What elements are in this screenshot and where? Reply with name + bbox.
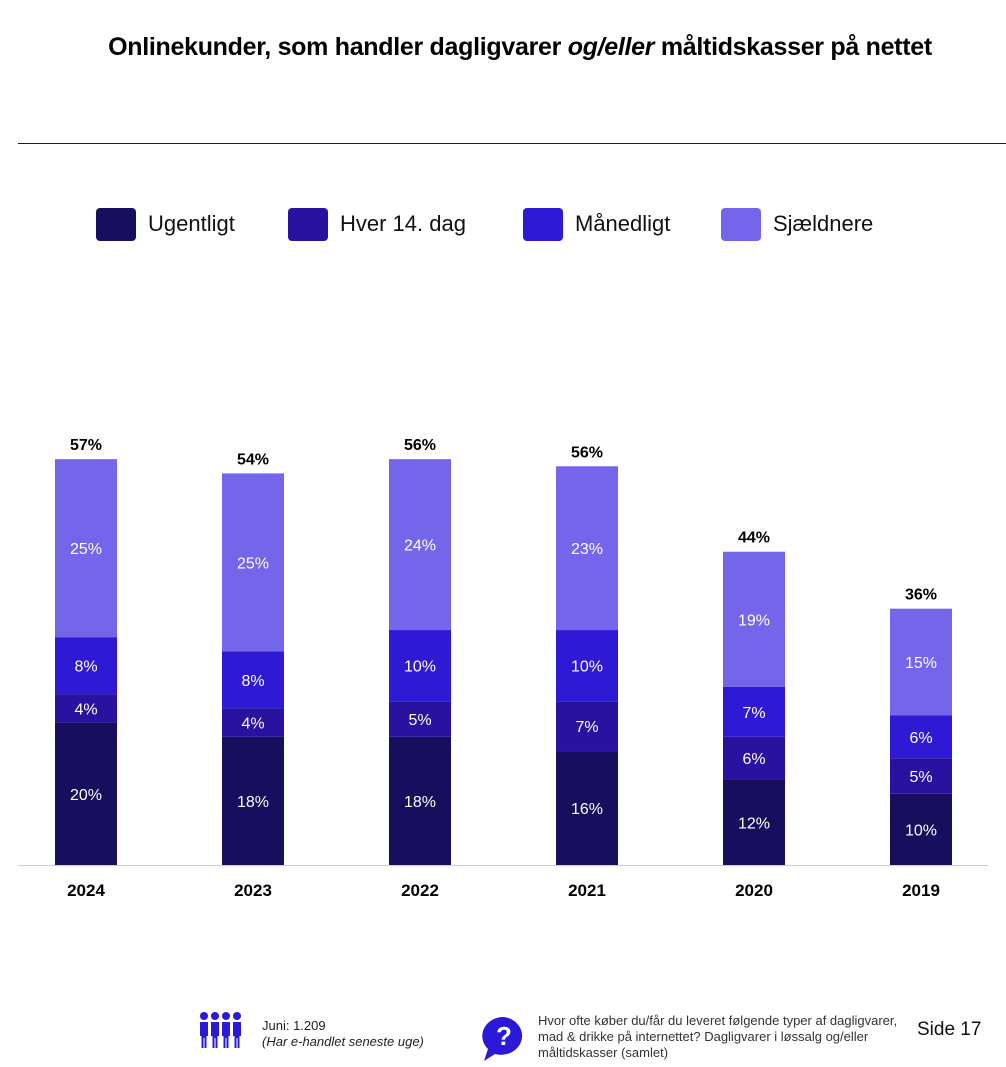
bar-segment-2023-s1 xyxy=(222,708,284,737)
data-label-2019-s1: 5% xyxy=(909,769,932,786)
data-label-2022-s2: 10% xyxy=(404,659,436,676)
total-label-2023: 54% xyxy=(237,451,269,468)
title-italic: og/eller xyxy=(567,33,655,61)
bar-segment-2019-s0 xyxy=(890,793,952,865)
data-label-2020-s2: 7% xyxy=(742,705,765,722)
bar-segment-2021-s1 xyxy=(556,701,618,752)
bar-segment-2020-s1 xyxy=(723,736,785,780)
x-tick-label-2020: 2020 xyxy=(735,881,773,900)
total-label-2021: 56% xyxy=(571,444,603,461)
bar-segment-2023-s3 xyxy=(222,473,284,652)
data-label-2020-s0: 12% xyxy=(738,815,770,832)
sample-info: Juni: 1.209 (Har e-handlet seneste uge) xyxy=(262,1018,424,1050)
legend-swatch-ugentligt xyxy=(96,207,136,241)
x-tick-label-2022: 2022 xyxy=(401,881,439,900)
legend-item-sjaeldnere: Sjældnere xyxy=(721,206,873,242)
sample-description: (Har e-handlet seneste uge) xyxy=(262,1034,424,1049)
data-label-2020-s3: 19% xyxy=(738,612,770,629)
bar-segment-2023-s0 xyxy=(222,736,284,865)
legend-label-sjaeldnere: Sjældnere xyxy=(773,211,874,236)
chart-title: Onlinekunder, som handler dagligvarer og… xyxy=(40,32,1000,62)
data-label-2019-s0: 10% xyxy=(905,822,937,839)
bar-segment-2022-s3 xyxy=(389,459,451,631)
data-label-2019-s3: 15% xyxy=(905,655,937,672)
bar-segment-2024-s3 xyxy=(55,459,117,638)
data-label-2021-s2: 10% xyxy=(571,659,603,676)
total-label-2020: 44% xyxy=(738,530,770,547)
data-label-2023-s1: 4% xyxy=(241,716,264,733)
bar-segment-2024-s1 xyxy=(55,694,117,723)
legend-label-hver-14-dag: Hver 14. dag xyxy=(340,211,466,236)
x-tick-label-2023: 2023 xyxy=(234,881,272,900)
bar-segment-2022-s0 xyxy=(389,736,451,865)
bar-segment-2024-s2 xyxy=(55,637,117,695)
data-label-2022-s1: 5% xyxy=(408,712,431,729)
legend-item-maanedligt: Månedligt xyxy=(523,206,670,242)
bar-segment-2021-s2 xyxy=(556,630,618,702)
total-label-2019: 36% xyxy=(905,587,937,604)
people-icon xyxy=(200,1012,241,1048)
data-label-2023-s3: 25% xyxy=(237,555,269,572)
legend-swatch-sjaeldnere xyxy=(721,207,761,241)
bar-segment-2022-s1 xyxy=(389,701,451,737)
data-label-2024-s3: 25% xyxy=(70,541,102,558)
data-label-2021-s0: 16% xyxy=(571,801,603,818)
title-part-1: Onlinekunder, som handler dagligvarer xyxy=(108,33,568,61)
title-part-3: måltidskasser på nettet xyxy=(654,33,932,61)
data-label-2024-s1: 4% xyxy=(74,701,97,718)
bar-segment-2019-s2 xyxy=(890,715,952,759)
x-tick-label-2021: 2021 xyxy=(568,881,606,900)
data-label-2022-s0: 18% xyxy=(404,794,436,811)
bar-segment-2021-s0 xyxy=(556,751,618,865)
data-label-2024-s0: 20% xyxy=(70,787,102,804)
bar-segment-2019-s3 xyxy=(890,608,952,716)
legend: Ugentligt Hver 14. dag Månedligt Sjældne… xyxy=(0,206,1006,242)
data-label-2021-s3: 23% xyxy=(571,541,603,558)
x-tick-label-2024: 2024 xyxy=(67,881,105,900)
data-label-2022-s3: 24% xyxy=(404,538,436,555)
bar-segment-2019-s1 xyxy=(890,758,952,794)
bar-segment-2024-s0 xyxy=(55,722,117,865)
bar-segment-2020-s3 xyxy=(723,551,785,687)
data-label-2024-s2: 8% xyxy=(74,659,97,676)
sample-size: Juni: 1.209 xyxy=(262,1018,326,1033)
data-label-2020-s1: 6% xyxy=(742,751,765,768)
bar-segment-2020-s2 xyxy=(723,687,785,737)
page-number: Side 17 xyxy=(917,1019,982,1040)
data-label-2019-s2: 6% xyxy=(909,730,932,747)
data-label-2021-s1: 7% xyxy=(575,719,598,736)
survey-question: Hvor ofte køber du/får du leveret følgen… xyxy=(538,1013,898,1060)
legend-item-ugentligt: Ugentligt xyxy=(96,206,235,242)
svg-text:?: ? xyxy=(496,1021,512,1051)
data-label-2023-s2: 8% xyxy=(241,673,264,690)
bar-segment-2022-s2 xyxy=(389,630,451,702)
bar-segment-2020-s0 xyxy=(723,779,785,865)
bar-segment-2021-s3 xyxy=(556,466,618,631)
bar-segment-2023-s2 xyxy=(222,651,284,709)
x-tick-label-2019: 2019 xyxy=(902,881,940,900)
legend-item-hver-14-dag: Hver 14. dag xyxy=(288,206,466,242)
total-label-2024: 57% xyxy=(70,437,102,454)
title-divider xyxy=(18,143,1006,144)
legend-swatch-hver-14-dag xyxy=(288,207,328,241)
total-label-2022: 56% xyxy=(404,437,436,454)
data-label-2023-s0: 18% xyxy=(237,794,269,811)
legend-label-ugentligt: Ugentligt xyxy=(148,211,235,236)
question-bubble-icon: ? xyxy=(482,1016,523,1061)
legend-label-maanedligt: Månedligt xyxy=(575,211,671,236)
legend-swatch-maanedligt xyxy=(523,207,563,241)
